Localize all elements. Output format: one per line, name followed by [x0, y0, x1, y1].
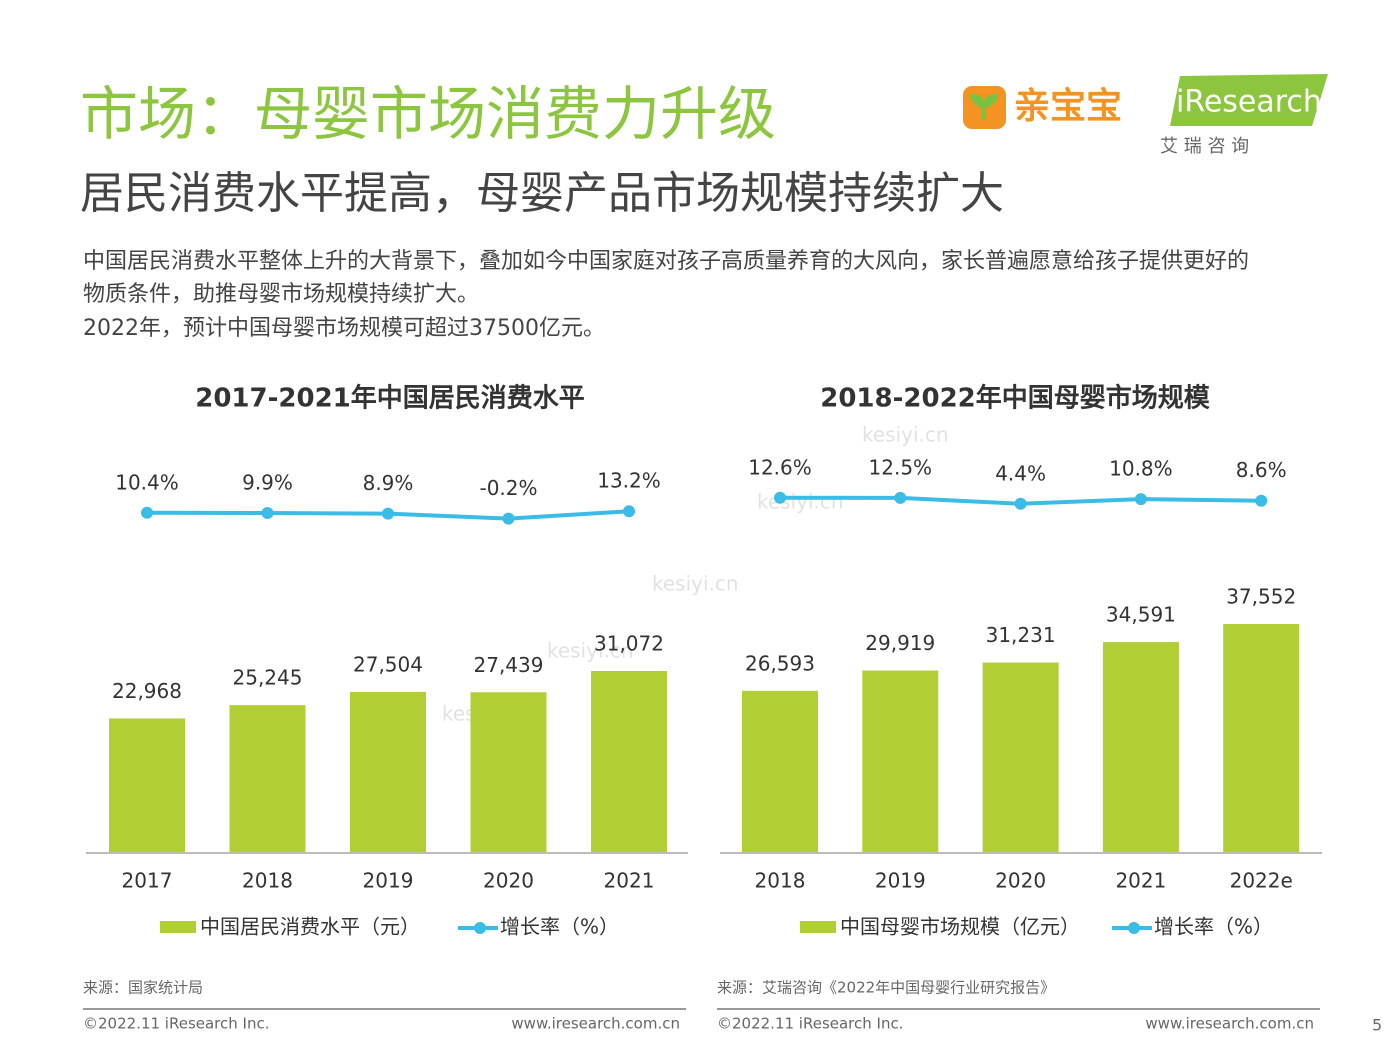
- page-number: 5: [1372, 1016, 1382, 1035]
- growth-point: [1134, 493, 1147, 506]
- growth-value-label: 10.4%: [115, 470, 179, 494]
- footer-website: www.iresearch.com.cn: [511, 1015, 680, 1033]
- growth-point: [1255, 494, 1268, 507]
- bar: [350, 691, 426, 853]
- legend-swatch: [800, 921, 836, 933]
- x-tick-label: 2021: [1115, 869, 1166, 893]
- growth-value-label: 12.6%: [748, 455, 812, 479]
- bar: [229, 705, 306, 853]
- footer-website: www.iresearch.com.cn: [1145, 1015, 1314, 1033]
- watermark: kesiyi.cn: [547, 639, 634, 663]
- bar-value-label: 22,968: [112, 679, 182, 703]
- bar-value-label: 25,245: [233, 666, 303, 690]
- x-tick-label: 2020: [483, 869, 534, 893]
- x-tick-label: 2022e: [1230, 869, 1293, 893]
- growth-point: [623, 505, 635, 518]
- paragraph-line: 2022年，预计中国母婴市场规模可超过37500亿元。: [83, 316, 605, 341]
- legend-label: 增长率（%）: [1154, 915, 1273, 939]
- growth-value-label: -0.2%: [479, 476, 537, 500]
- bar: [109, 718, 185, 853]
- legend-label: 中国母婴市场规模（亿元）: [840, 915, 1080, 939]
- research-logo-bg: [1170, 74, 1328, 126]
- bar-value-label: 37,552: [1226, 585, 1296, 609]
- chart-title: 2017-2021年中国居民消费水平: [195, 383, 585, 414]
- bar-value-label: 27,504: [353, 652, 423, 676]
- growth-point: [502, 512, 515, 525]
- research-logo-cn: 艾 瑞 咨 询: [1160, 136, 1249, 157]
- growth-point: [382, 507, 394, 520]
- x-tick-label: 2018: [755, 869, 806, 893]
- bar-value-label: 31,072: [594, 632, 664, 656]
- x-tick-label: 2019: [875, 869, 926, 893]
- x-tick-label: 2017: [122, 869, 173, 893]
- bar: [1223, 624, 1300, 853]
- bar-value-label: 34,591: [1106, 603, 1176, 627]
- growth-value-label: 4.4%: [995, 461, 1046, 485]
- brand-logo-text: 亲宝宝: [1014, 86, 1122, 127]
- bar-value-label: 29,919: [865, 631, 935, 655]
- bar: [862, 670, 939, 853]
- growth-value-label: 12.5%: [869, 455, 933, 479]
- x-tick-label: 2021: [604, 869, 655, 893]
- source: 来源：艾瑞咨询《2022年中国母婴行业研究报告》: [717, 979, 1055, 997]
- growth-value-label: 8.6%: [1236, 458, 1287, 482]
- legend-marker: [1128, 922, 1140, 934]
- paragraph-line: 物质条件，助推母婴市场规模持续扩大。: [83, 282, 479, 307]
- legend-marker: [474, 922, 486, 934]
- growth-point: [261, 507, 274, 520]
- watermark: kesiyi.cn: [862, 423, 949, 447]
- growth-point: [141, 506, 153, 519]
- footer-copyright: ©2022.11 iResearch Inc.: [83, 1015, 269, 1033]
- growth-value-label: 13.2%: [597, 469, 661, 493]
- growth-point: [1014, 497, 1027, 510]
- legend-label: 增长率（%）: [500, 915, 619, 939]
- growth-point: [894, 491, 907, 504]
- brand-leaf: [969, 93, 999, 120]
- growth-value-label: 9.9%: [242, 471, 293, 495]
- bar-value-label: 26,593: [745, 651, 815, 675]
- x-tick-label: 2018: [242, 869, 293, 893]
- chart-title: 2018-2022年中国母婴市场规模: [820, 383, 1211, 414]
- x-tick-label: 2019: [363, 869, 414, 893]
- bar-value-label: 27,439: [474, 653, 544, 677]
- research-logo-text: iResearch: [1176, 85, 1322, 120]
- source: 来源：国家统计局: [83, 979, 203, 997]
- title: 市场：母婴市场消费力升级: [80, 80, 776, 148]
- bar: [742, 690, 818, 853]
- legend-swatch: [160, 921, 196, 933]
- growth-value-label: 8.9%: [363, 471, 414, 495]
- growth-point: [774, 491, 786, 504]
- x-tick-label: 2020: [995, 869, 1046, 893]
- watermark: kesiyi.cn: [652, 572, 739, 596]
- paragraph-line: 中国居民消费水平整体上升的大背景下，叠加如今中国家庭对孩子高质量养育的大风向，家…: [83, 249, 1249, 274]
- footer-copyright: ©2022.11 iResearch Inc.: [717, 1015, 903, 1033]
- bar: [470, 692, 547, 853]
- bar: [1102, 642, 1179, 853]
- watermark: kesiyi.cn: [757, 490, 844, 514]
- growth-value-label: 10.8%: [1109, 457, 1173, 481]
- bar: [591, 671, 667, 853]
- bar-value-label: 31,231: [986, 623, 1056, 647]
- legend-label: 中国居民消费水平（元）: [200, 915, 420, 939]
- subtitle: 居民消费水平提高，母婴产品市场规模持续扩大: [80, 168, 1004, 219]
- bar: [982, 662, 1059, 853]
